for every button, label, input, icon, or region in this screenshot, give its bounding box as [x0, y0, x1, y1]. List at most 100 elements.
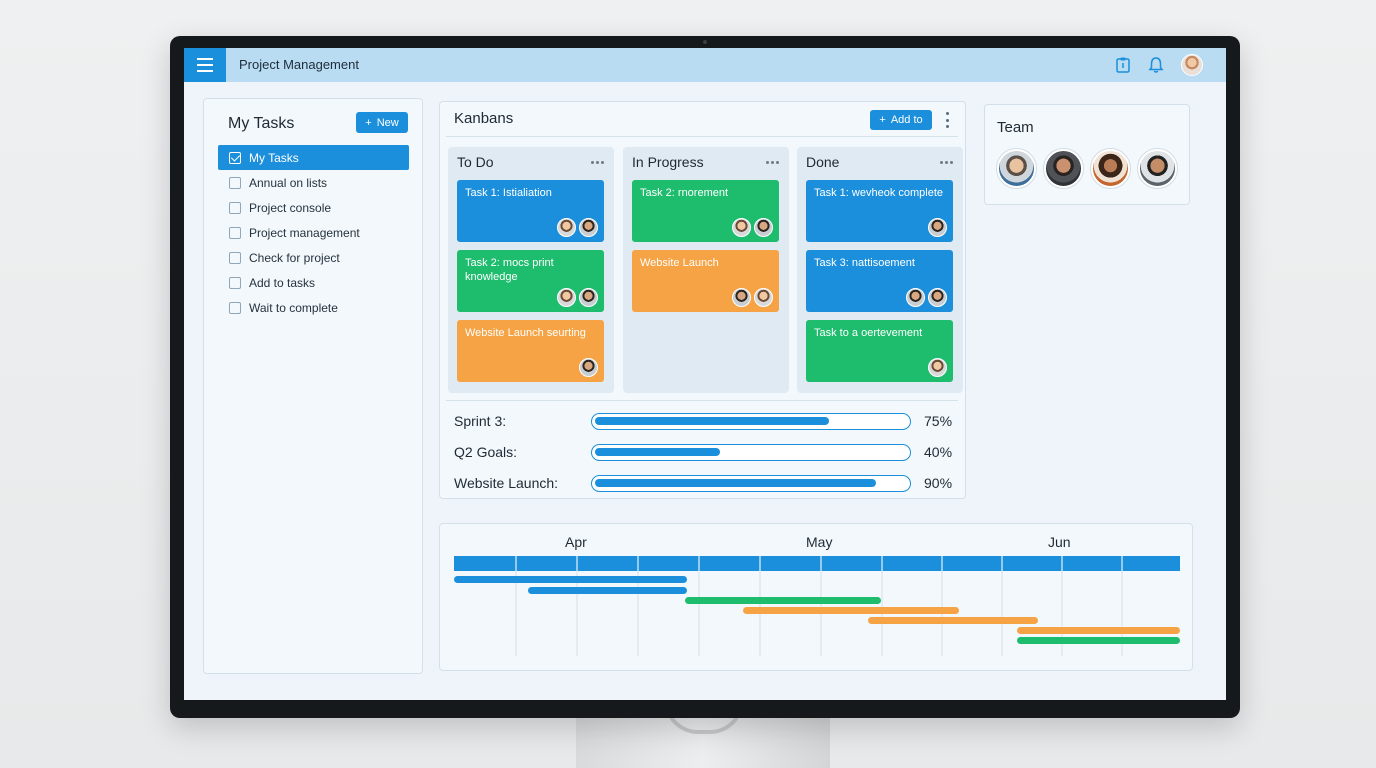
avatar [579, 288, 598, 307]
checkbox[interactable] [229, 151, 241, 164]
clipboard-icon[interactable] [1114, 56, 1132, 74]
card-title: Website Launch seurting [465, 327, 586, 339]
avatar [754, 218, 773, 237]
top-bar: Project Management [184, 48, 1226, 82]
screen: Project Management My Tasks + New My Tas… [184, 48, 1226, 700]
more-horizontal-icon[interactable] [591, 161, 604, 164]
kanban-card[interactable]: Task 2: rnorement [632, 180, 779, 242]
task-item-my-tasks[interactable]: My Tasks [218, 145, 409, 170]
plus-icon: + [879, 114, 886, 126]
avatar [928, 218, 947, 237]
card-title: Task to a oertevement [814, 327, 923, 339]
kanban-card[interactable]: Website Launch [632, 250, 779, 312]
task-item-annual-on-lists[interactable]: Annual on lists [218, 170, 409, 195]
menu-icon[interactable] [184, 48, 226, 82]
gantt-bar[interactable] [868, 617, 1038, 624]
progress-label: Website Launch: [454, 475, 559, 491]
task-list: My Tasks Annual on lists Project console… [218, 145, 409, 320]
column-title: Done [806, 154, 840, 170]
avatar [906, 288, 925, 307]
checkbox[interactable] [229, 226, 241, 239]
progress-row-sprint: Sprint 3: 75% [454, 411, 954, 431]
team-title: Team [997, 119, 1034, 136]
progress-bar [591, 444, 911, 461]
app-title: Project Management [239, 57, 359, 72]
card-title: Task 2: mocs print knowledge [465, 257, 554, 283]
gantt-header-row [454, 556, 1180, 571]
add-to-button[interactable]: + Add to [870, 110, 932, 130]
kanban-column-in-progress: In Progress Task 2: rnorement Website La… [623, 147, 789, 393]
kanban-column-done: Done Task 1: wevheok complete Task 3: na… [797, 147, 963, 393]
checkbox[interactable] [229, 251, 241, 264]
monitor: Project Management My Tasks + New My Tas… [170, 36, 1240, 718]
card-title: Task 2: rnorement [640, 187, 729, 199]
more-horizontal-icon[interactable] [940, 161, 953, 164]
kanban-panel: Kanbans + Add to To Do Task 1: Istialiat… [439, 101, 966, 499]
gantt-header-separators [515, 556, 1123, 571]
task-item-check-for-project[interactable]: Check for project [218, 245, 409, 270]
my-tasks-panel: My Tasks + New My Tasks Annual on lists … [203, 98, 423, 674]
card-title: Task 1: wevheok complete [814, 187, 944, 199]
month-label: May [806, 534, 833, 550]
user-avatar[interactable] [1181, 54, 1203, 76]
kanban-title: Kanbans [454, 110, 514, 127]
my-tasks-title: My Tasks [228, 115, 295, 132]
more-vertical-icon[interactable] [945, 112, 949, 128]
task-item-label: Wait to complete [249, 300, 338, 315]
task-item-label: My Tasks [249, 150, 299, 165]
task-item-add-to-tasks[interactable]: Add to tasks [218, 270, 409, 295]
task-item-label: Annual on lists [249, 175, 328, 190]
avatar[interactable] [1044, 149, 1083, 188]
column-title: To Do [457, 154, 494, 170]
avatar[interactable] [997, 149, 1036, 188]
task-item-wait-to-complete[interactable]: Wait to complete [218, 295, 409, 320]
progress-value: 40% [924, 444, 953, 460]
gantt-bar[interactable] [685, 597, 881, 604]
checkbox[interactable] [229, 301, 241, 314]
gantt-bar[interactable] [528, 587, 687, 594]
card-title: Task 3: nattisoement [814, 257, 915, 269]
gantt-bar[interactable] [454, 576, 687, 583]
team-avatars [997, 149, 1177, 188]
avatar [732, 288, 751, 307]
progress-row-website-launch: Website Launch: 90% [454, 473, 954, 493]
new-button-label: New [376, 116, 399, 129]
plus-icon: + [365, 116, 372, 129]
card-title: Website Launch [640, 257, 719, 269]
task-item-project-console[interactable]: Project console [218, 195, 409, 220]
avatar [928, 358, 947, 377]
progress-value: 90% [924, 475, 953, 491]
checkbox[interactable] [229, 276, 241, 289]
task-item-label: Add to tasks [249, 275, 316, 290]
kanban-card[interactable]: Task 1: Istialiation [457, 180, 604, 242]
avatar[interactable] [1091, 149, 1130, 188]
kanban-card[interactable]: Task 2: mocs print knowledge [457, 250, 604, 312]
progress-bar [591, 413, 911, 430]
kanban-card[interactable]: Task 1: wevheok complete [806, 180, 953, 242]
avatar [579, 358, 598, 377]
checkbox[interactable] [229, 201, 241, 214]
avatar [557, 218, 576, 237]
more-horizontal-icon[interactable] [766, 161, 779, 164]
gantt-gridlines [515, 556, 1123, 656]
progress-label: Sprint 3: [454, 413, 507, 429]
kanban-card[interactable]: Website Launch seurting [457, 320, 604, 382]
avatar [928, 288, 947, 307]
divider [446, 400, 958, 401]
checkbox[interactable] [229, 176, 241, 189]
kanban-card[interactable]: Task 3: nattisoement [806, 250, 953, 312]
bell-icon[interactable] [1147, 56, 1165, 74]
gantt-bar[interactable] [1017, 637, 1180, 644]
kanban-card[interactable]: Task to a oertevement [806, 320, 953, 382]
progress-row-q2-goals: Q2 Goals: 40% [454, 442, 954, 462]
new-task-button[interactable]: + New [356, 112, 408, 133]
progress-fill [595, 417, 829, 425]
task-item-project-management[interactable]: Project management [218, 220, 409, 245]
task-item-label: Project management [249, 225, 360, 240]
add-button-label: Add to [890, 114, 923, 126]
divider [446, 136, 958, 137]
gantt-bar[interactable] [743, 607, 959, 614]
gantt-bar[interactable] [1017, 627, 1180, 634]
progress-label: Q2 Goals: [454, 444, 518, 460]
avatar[interactable] [1138, 149, 1177, 188]
